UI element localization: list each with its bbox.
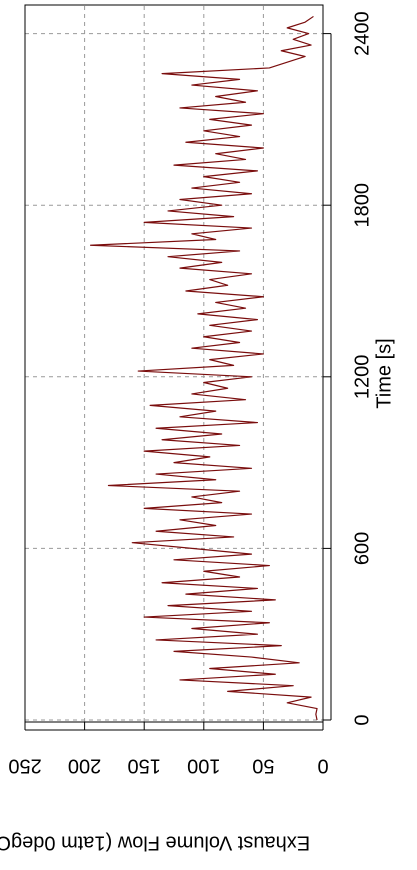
x-axis-label: Time [s] <box>373 338 395 408</box>
series-line <box>89 15 318 721</box>
x-tick-label: 2400 <box>351 11 373 56</box>
x-tick-label: 0 <box>351 714 373 725</box>
x-tick-label: 1800 <box>351 183 373 228</box>
x-tick-label: 1200 <box>351 355 373 400</box>
y-tick-label: 0 <box>317 755 328 777</box>
y-tick-label: 100 <box>187 755 220 777</box>
y-tick-label: 250 <box>8 755 41 777</box>
rotated-plot: 0 600 1200 1800 2400 0 50 100 150 200 250 Time [s] E… <box>0 4 395 854</box>
y-tick-label: 150 <box>128 755 161 777</box>
plot-frame <box>24 4 324 723</box>
x-tick-label: 600 <box>351 532 373 565</box>
y-axis-label: Exhaust Volume Flow (1atm 0degC) <box>0 832 310 854</box>
y-tick-label: 200 <box>68 755 101 777</box>
y-tick-label: 50 <box>252 755 274 777</box>
